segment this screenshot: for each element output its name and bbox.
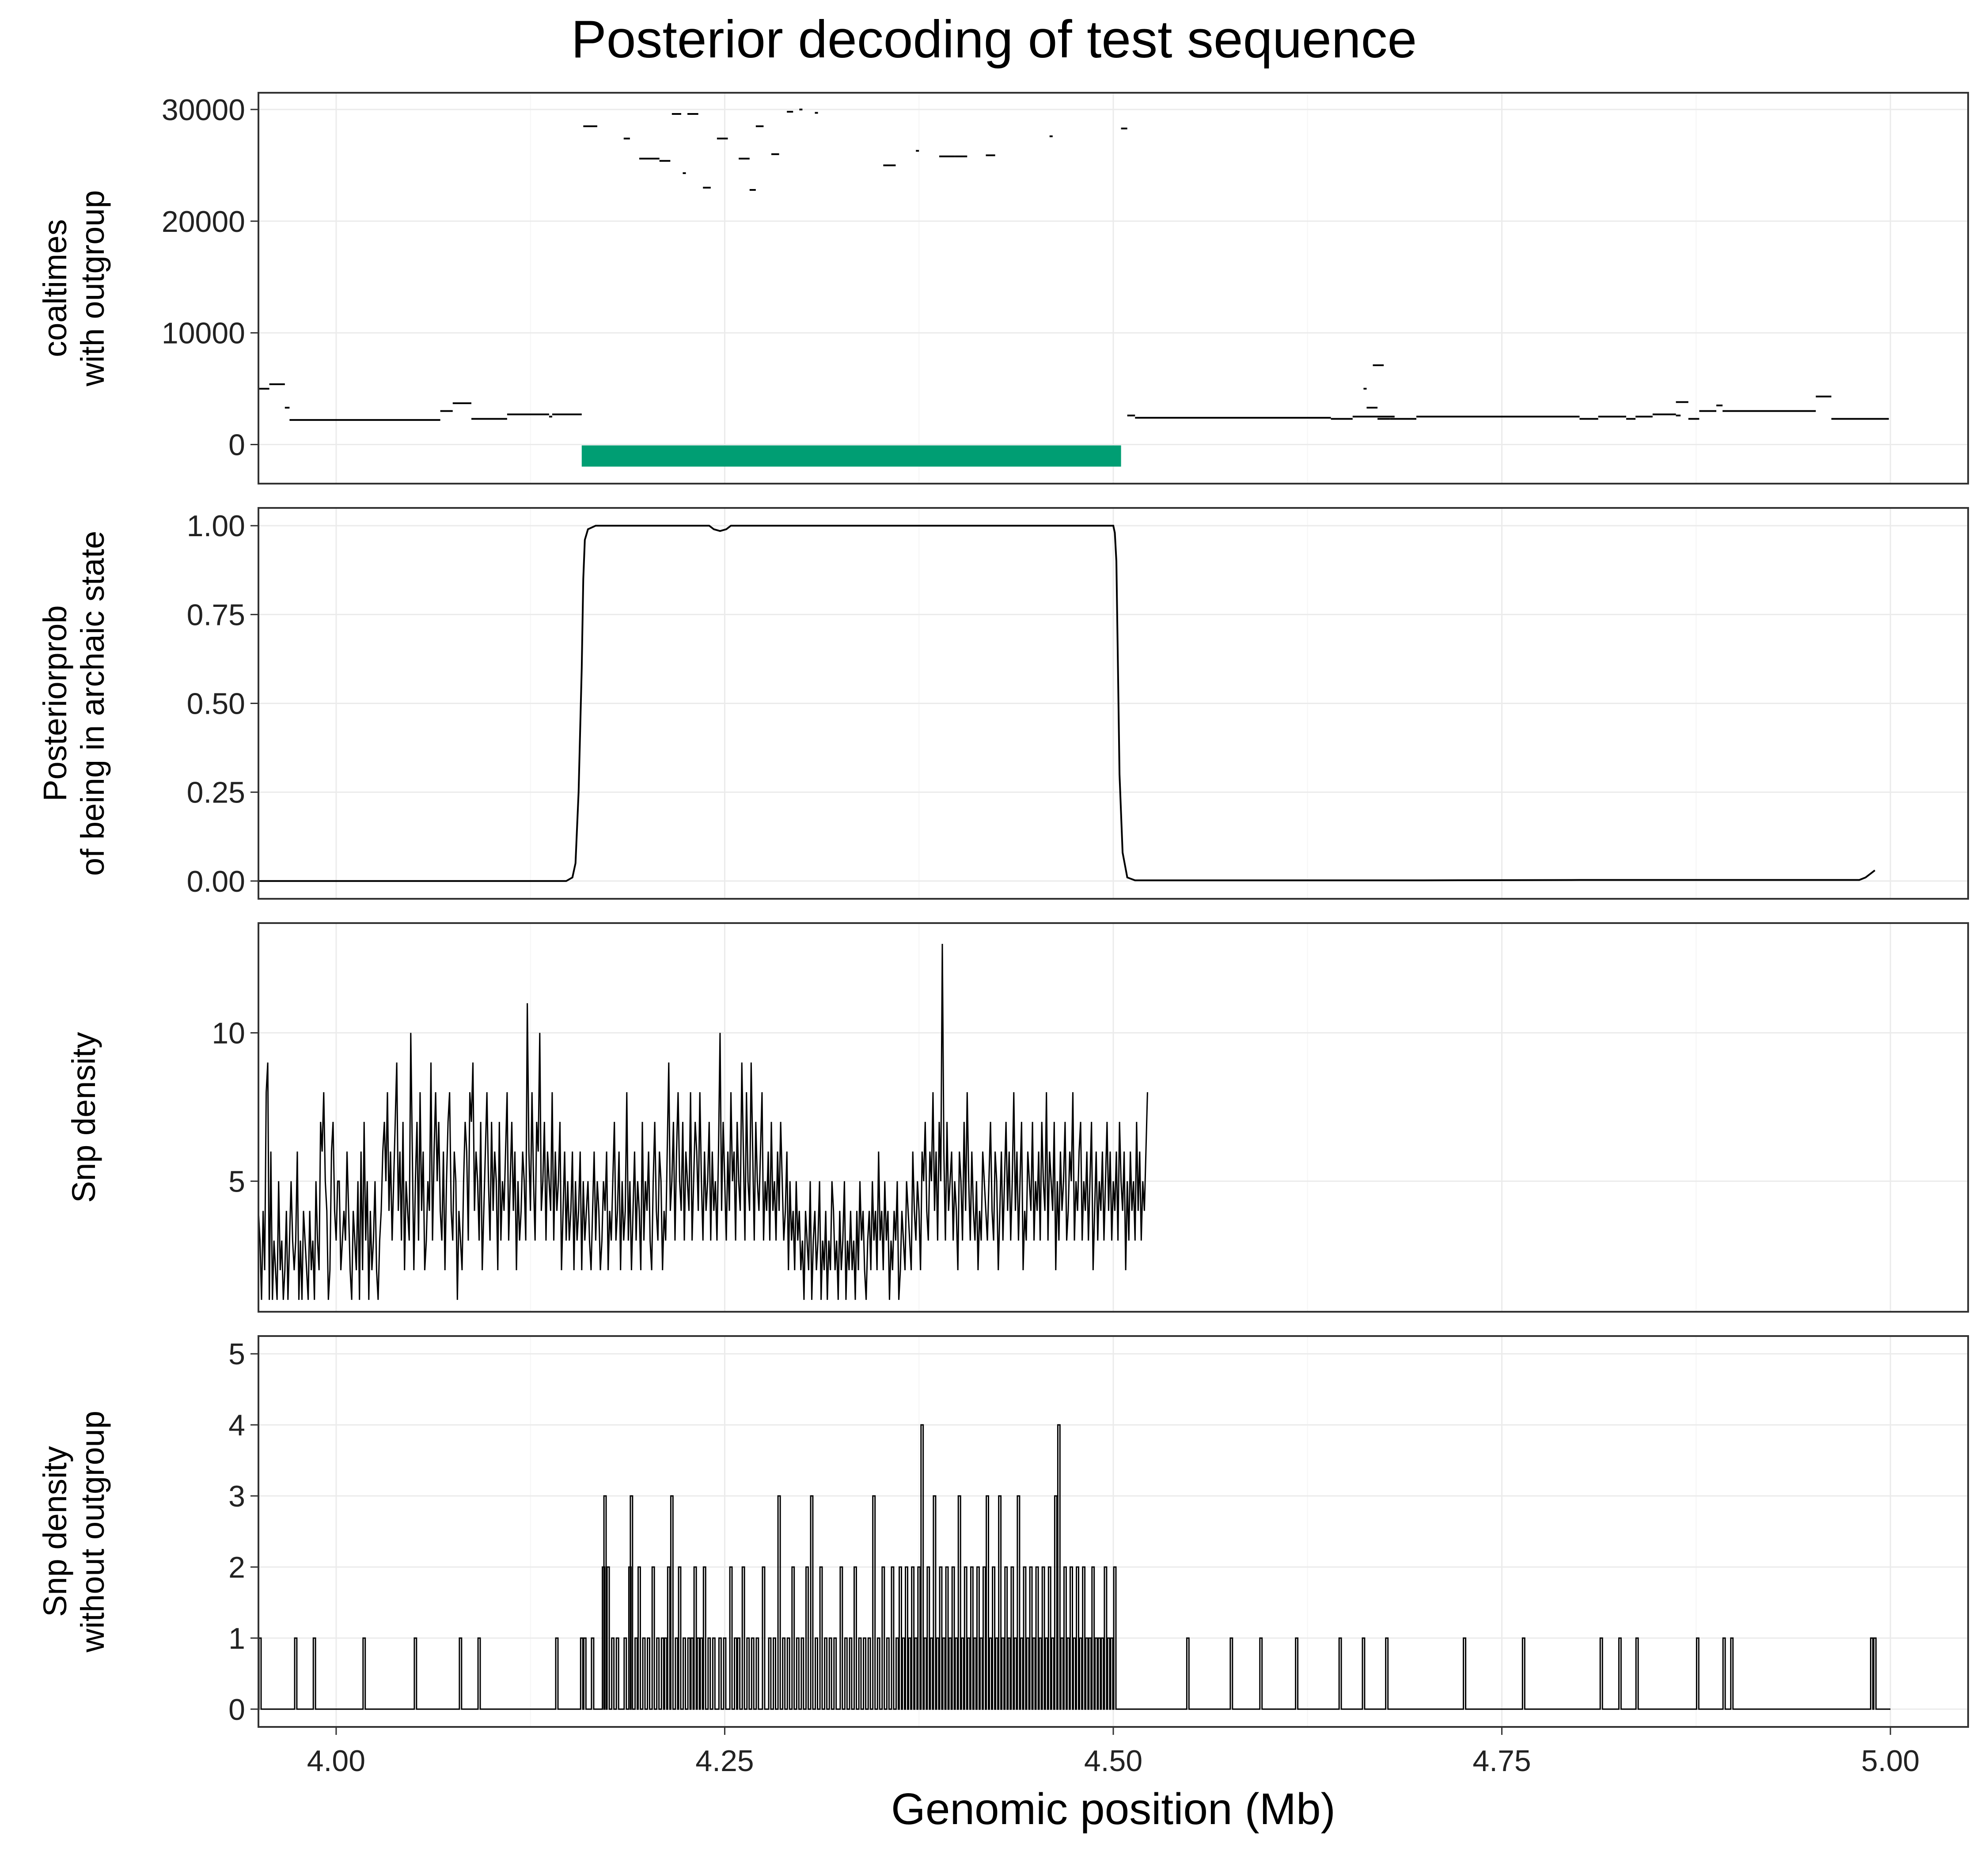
x-axis: 4.00 4.25 4.50 4.75 5.00 (307, 1727, 1920, 1778)
panel-frame (258, 922, 1969, 1313)
x-tick-label: 4.50 (1084, 1744, 1142, 1778)
x-tick-label: 4.00 (307, 1744, 365, 1778)
y-axis-label: Snp density (65, 1032, 102, 1203)
y-tick-label: 5 (228, 1165, 245, 1198)
y-tick-label: 0.50 (187, 687, 245, 721)
y-tick-label: 30000 (162, 93, 245, 127)
series (258, 1424, 1891, 1710)
panel-2: 0.00 0.25 0.50 0.75 1.00 Posteriorprob of bein… (37, 507, 1969, 900)
grid (258, 508, 1968, 899)
y-tick-label: 3 (228, 1480, 245, 1513)
y-axis-label: coaltimes (37, 219, 73, 357)
y-axis: 0.00 0.25 0.50 0.75 1.00 (187, 509, 258, 898)
x-tick-label: 4.25 (695, 1744, 754, 1778)
y-tick-label: 10 (212, 1017, 245, 1050)
y-axis-label: without outgroup (74, 1411, 111, 1653)
panel-frame (258, 92, 1969, 485)
x-tick-label: 4.75 (1472, 1744, 1531, 1778)
y-axis-label: Posteriorprob (37, 605, 73, 801)
y-tick-label: 10000 (162, 317, 245, 350)
y-axis: 5 10 (212, 1017, 258, 1198)
panel-4: 0 1 2 3 4 5 Snp density without outgroup (37, 1335, 1969, 1728)
y-tick-label: 2 (228, 1551, 245, 1584)
panel-frame (258, 507, 1969, 900)
y-tick-label: 1.00 (187, 509, 245, 543)
y-tick-label: 0 (228, 428, 245, 462)
y-tick-label: 0.00 (187, 865, 245, 898)
y-axis: 0 1 2 3 4 5 (228, 1337, 258, 1726)
series (258, 943, 1148, 1300)
y-tick-label: 0.75 (187, 598, 245, 632)
panel-1: 0 10000 20000 30000 coaltimes with outgroup (37, 92, 1969, 485)
y-tick-label: 1 (228, 1622, 245, 1655)
y-axis-label: of being in archaic state (74, 531, 111, 876)
y-axis-label: Snp density (37, 1446, 73, 1617)
x-tick-label: 5.00 (1861, 1744, 1920, 1778)
y-axis-label: with outgroup (74, 190, 111, 386)
snp-density-line (258, 943, 1148, 1300)
y-tick-label: 20000 (162, 205, 245, 238)
y-tick-label: 4 (228, 1408, 245, 1442)
panels: 0 10000 20000 30000 coaltimes with outgroup 0.… (37, 92, 1969, 1728)
archaic-segment-bar (581, 445, 1121, 467)
series (258, 525, 1876, 882)
y-tick-label: 0.25 (187, 776, 245, 810)
x-axis-label: Genomic position (Mb) (891, 1784, 1335, 1834)
grid (258, 93, 1968, 484)
y-tick-label: 5 (228, 1337, 245, 1371)
series (258, 108, 1889, 467)
snp-density-outgroup-line (258, 1424, 1891, 1710)
y-tick-label: 0 (228, 1693, 245, 1726)
grid (258, 923, 1968, 1312)
panel-3: 5 10 Snp density (65, 922, 1969, 1313)
y-axis: 0 10000 20000 30000 (162, 93, 258, 462)
posterior-line (258, 525, 1876, 882)
chart-title: Posterior decoding of test sequence (571, 10, 1417, 69)
